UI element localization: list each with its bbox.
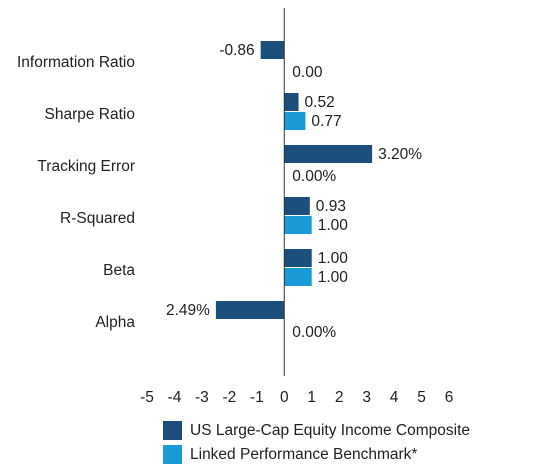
bar	[284, 216, 312, 234]
category-label: Beta	[103, 262, 135, 279]
x-tick-label: -5	[140, 389, 154, 406]
category-label: Information Ratio	[17, 54, 135, 71]
value-label: 1.00	[318, 250, 349, 267]
legend-swatch	[163, 421, 182, 440]
category-label: Tracking Error	[37, 158, 135, 175]
legend-swatch	[163, 445, 182, 464]
bar	[284, 197, 310, 215]
category-label: Alpha	[95, 314, 135, 331]
legend-label: US Large-Cap Equity Income Composite	[190, 422, 470, 439]
bar	[284, 112, 306, 130]
bar	[284, 268, 312, 286]
x-tick-label: 4	[390, 389, 399, 406]
value-label: 0.00	[292, 64, 323, 81]
bar	[284, 249, 312, 267]
x-tick-label: 6	[445, 389, 454, 406]
x-tick-label: 3	[362, 389, 371, 406]
value-label: 0.77	[311, 113, 341, 130]
value-label: 2.49%	[166, 302, 210, 319]
x-tick-label: -3	[195, 389, 209, 406]
value-label: 0.93	[316, 198, 346, 215]
x-tick-label: -1	[250, 389, 264, 406]
value-label: 1.00	[318, 269, 349, 286]
x-tick-label: 2	[335, 389, 344, 406]
value-label: 0.52	[305, 94, 335, 111]
category-label: R-Squared	[60, 210, 135, 227]
bar	[284, 145, 373, 163]
category-label: Sharpe Ratio	[45, 106, 135, 123]
x-tick-label: 1	[307, 389, 316, 406]
legend-label: Linked Performance Benchmark*	[190, 446, 417, 463]
x-tick-label: -4	[168, 389, 182, 406]
x-tick-label: 5	[417, 389, 426, 406]
bar	[260, 41, 285, 59]
value-label: 1.00	[318, 217, 349, 234]
bar	[215, 301, 285, 319]
value-label: -0.86	[219, 42, 254, 59]
x-tick-label: -2	[222, 389, 236, 406]
x-tick-label: 0	[280, 389, 289, 406]
value-label: 0.00%	[292, 324, 336, 341]
value-label: 3.20%	[378, 146, 422, 163]
value-label: 0.00%	[292, 168, 336, 185]
bar	[284, 93, 299, 111]
